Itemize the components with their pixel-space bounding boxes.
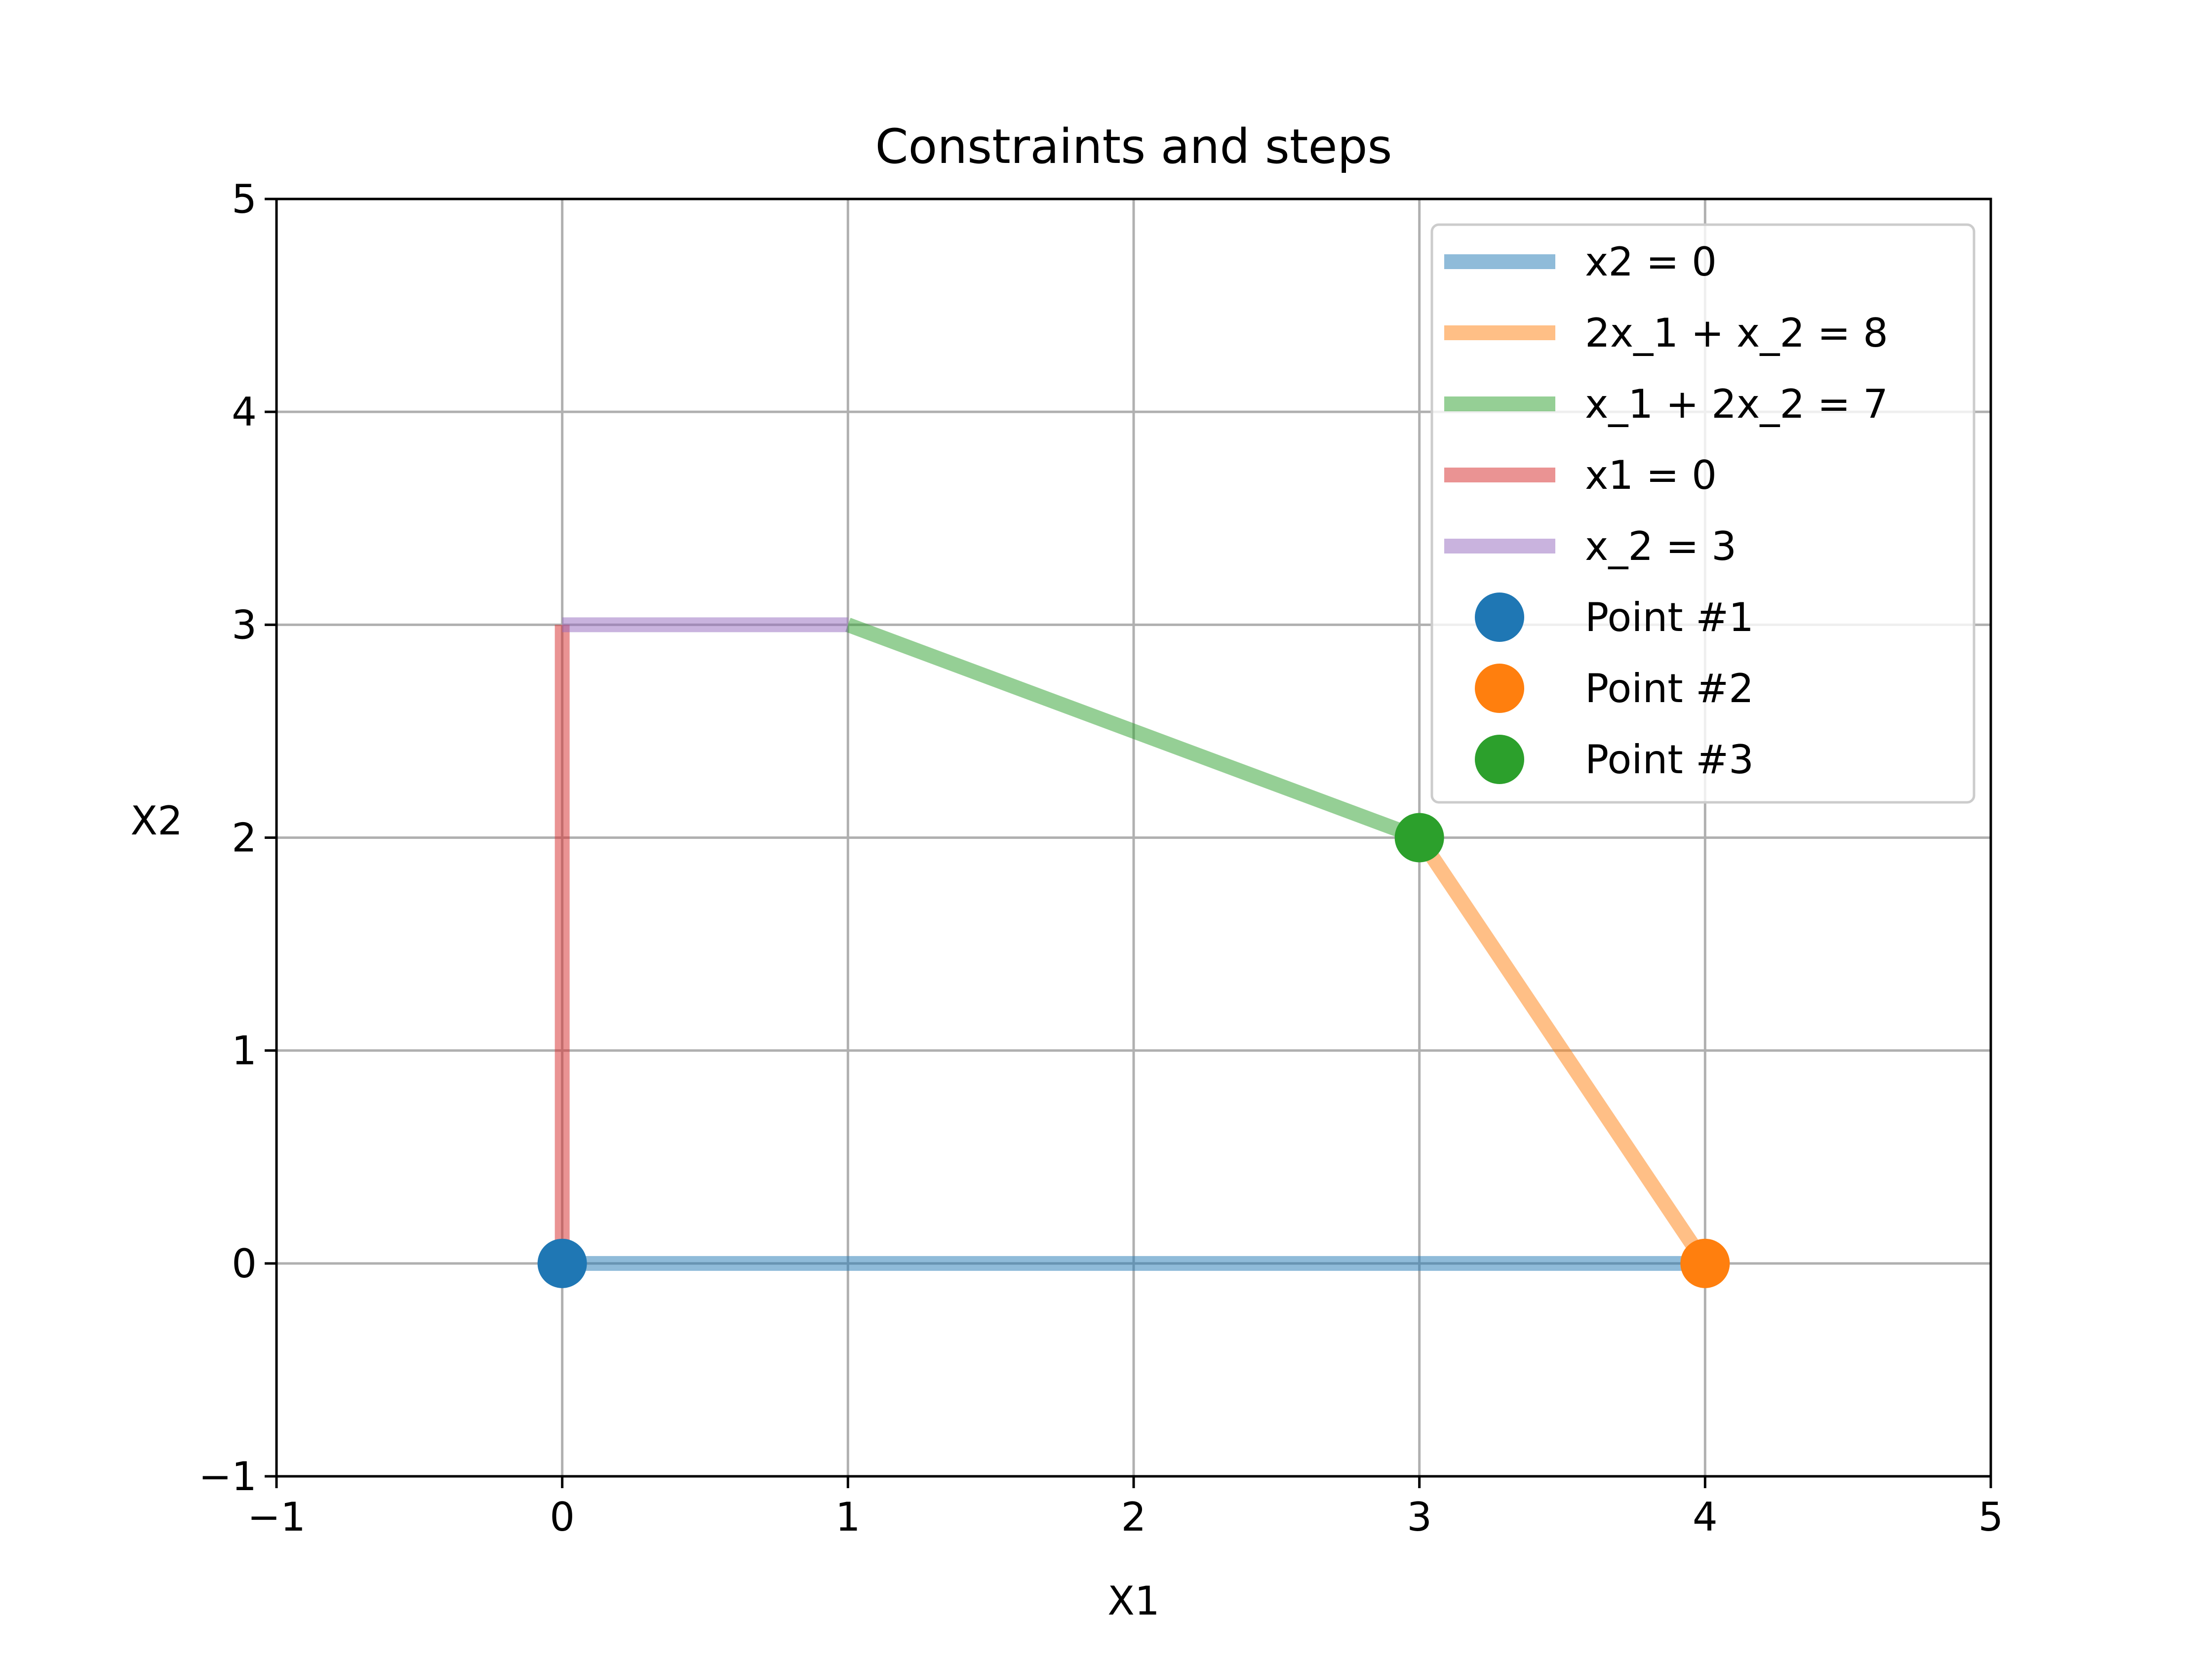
y-tick-label: 5 <box>232 176 257 222</box>
step-points <box>537 813 1730 1288</box>
x-tick-label: 0 <box>550 1494 575 1540</box>
legend-point-swatch <box>1475 735 1524 784</box>
y-tick-label: 2 <box>232 815 257 861</box>
x-tick-label: 1 <box>835 1494 861 1540</box>
x-tick-label: 2 <box>1121 1494 1146 1540</box>
y-tick-label: −1 <box>198 1454 257 1500</box>
legend-label: Point #1 <box>1585 594 1754 640</box>
series-lines <box>554 617 1711 1271</box>
legend: x2 = 0 2x_1 + x_2 = 8 x_1 + 2x_2 = 7 x1 = 0… <box>1430 223 1975 804</box>
series-line <box>1413 833 1711 1268</box>
y-axis-label: X2 <box>130 798 183 844</box>
legend-box <box>1430 223 1975 804</box>
x-tick-label: 4 <box>1693 1494 1718 1540</box>
axis-ticks: −1 0 1 2 3 4 5 −1 0 1 2 3 4 5 <box>198 176 2003 1540</box>
legend-label: Point #3 <box>1585 737 1754 783</box>
y-tick-label: 3 <box>232 602 257 648</box>
y-tick-label: 1 <box>232 1028 257 1074</box>
legend-point-swatch <box>1475 664 1524 713</box>
chart-title: Constraints and steps <box>875 119 1392 174</box>
step-point-marker <box>1680 1238 1730 1288</box>
legend-label: x1 = 0 <box>1585 452 1717 498</box>
legend-label: Point #2 <box>1585 666 1754 711</box>
step-point-marker <box>1394 813 1444 863</box>
legend-label: x_1 + 2x_2 = 7 <box>1585 381 1888 427</box>
y-tick-label: 0 <box>232 1241 257 1287</box>
y-tick-label: 4 <box>232 389 257 435</box>
legend-label: 2x_1 + x_2 = 8 <box>1585 310 1888 356</box>
legend-label: x2 = 0 <box>1585 239 1717 285</box>
x-tick-label: 3 <box>1407 1494 1432 1540</box>
legend-label: x_2 = 3 <box>1585 523 1737 569</box>
legend-point-swatch <box>1475 592 1524 642</box>
x-tick-label: 5 <box>1978 1494 2004 1540</box>
x-axis-label: X1 <box>1107 1578 1160 1624</box>
x-tick-label: −1 <box>247 1494 306 1540</box>
series-line <box>845 618 1422 845</box>
step-point-marker <box>537 1238 587 1288</box>
